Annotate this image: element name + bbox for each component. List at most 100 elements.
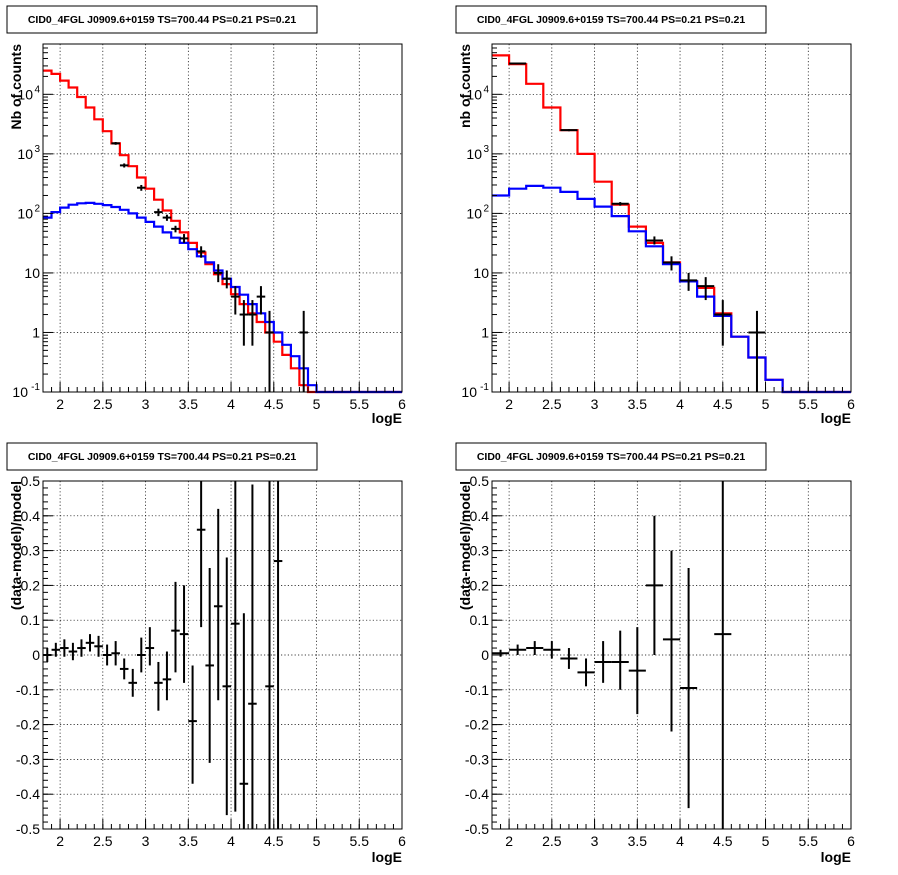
data-point: [154, 208, 163, 217]
y-tick-label: 10: [17, 205, 33, 221]
x-tick-label: 4: [676, 833, 684, 849]
data-point: [594, 641, 612, 683]
y-axis-label: (data-model)/model: [457, 481, 473, 610]
x-tick-label: 2: [505, 833, 513, 849]
title-box: [455, 442, 767, 471]
histogram-series-line: [43, 201, 402, 394]
y-tick-label: -0.3: [465, 751, 489, 767]
data-point: [697, 277, 715, 301]
data-points: [509, 62, 766, 392]
x-tick-label: 6: [847, 833, 855, 849]
data-point: [94, 635, 103, 657]
y-tick-label: -0.5: [465, 821, 489, 837]
data-points: [43, 481, 283, 829]
y-tick-exponent: 2: [483, 203, 489, 214]
y-tick-label: 0.5: [470, 473, 490, 489]
x-tick-label: 2: [56, 833, 64, 849]
data-point: [231, 286, 240, 315]
x-tick-label: 5: [762, 396, 770, 412]
x-tick-label: 5: [313, 396, 321, 412]
y-tick-exponent: 3: [34, 144, 40, 155]
x-tick-label: 4.5: [264, 396, 284, 412]
x-tick-label: 2: [505, 396, 513, 412]
x-tick-label: 3: [591, 396, 599, 412]
y-tick-label: 0: [481, 647, 489, 663]
y-tick-exponent: 2: [34, 203, 40, 214]
data-point: [111, 641, 120, 666]
y-tick-label: 0.3: [470, 543, 490, 559]
data-point: [137, 184, 146, 191]
data-point: [645, 515, 663, 655]
y-tick-label: -0.2: [465, 717, 489, 733]
data-point: [145, 627, 155, 666]
data-point: [577, 658, 595, 687]
data-point: [560, 129, 578, 132]
x-tick-label: 5: [762, 833, 770, 849]
y-tick-exponent: 4: [34, 84, 40, 95]
y-tick-label: 1: [32, 324, 40, 340]
data-point: [248, 300, 257, 346]
x-axis-label: logE: [372, 849, 402, 865]
data-point: [714, 300, 732, 346]
title-box: [6, 442, 318, 471]
data-point: [162, 651, 172, 701]
panel-title: CID0_4FGL J0909.6+0159 TS=700.44 PS=0.21…: [477, 451, 745, 463]
y-tick-label: 10: [12, 384, 28, 400]
data-point: [196, 481, 206, 628]
y-tick-label: 0.2: [470, 577, 490, 593]
data-point: [137, 637, 146, 673]
panel-top-left-counts: CID0_4FGL J0909.6+0159 TS=700.44 PS=0.21…: [6, 5, 406, 426]
panel-title: CID0_4FGL J0909.6+0159 TS=700.44 PS=0.21…: [477, 14, 745, 26]
data-point: [222, 557, 232, 816]
axes: 2 2.5 3 3.5 4 4.5 5 5.5 6 -0.5 -0.4 -0.3 -0.2 -0.1 0 0.…: [465, 473, 855, 849]
data-point: [248, 484, 257, 829]
data-point: [128, 668, 138, 697]
title-box: [6, 5, 318, 34]
x-tick-label: 2: [56, 396, 64, 412]
x-tick-label: 4.5: [713, 833, 733, 849]
data-point: [273, 481, 283, 829]
data-point: [111, 142, 120, 145]
y-tick-label: -0.4: [465, 786, 489, 802]
x-tick-label: 4.5: [713, 396, 733, 412]
data-point: [543, 641, 561, 659]
data-points: [111, 142, 308, 392]
y-axis-label: Nb of counts: [8, 44, 24, 130]
data-point: [213, 508, 223, 701]
y-tick-label: 10: [17, 146, 33, 162]
y-tick-exponent: 3: [483, 144, 489, 155]
x-axis-label: logE: [821, 849, 851, 865]
data-point: [231, 481, 240, 812]
y-tick-label: 0.3: [21, 543, 41, 559]
data-point: [748, 310, 766, 392]
data-point: [526, 641, 544, 655]
data-point: [154, 661, 163, 711]
x-tick-label: 4: [227, 396, 235, 412]
y-tick-label: 1: [481, 324, 489, 340]
data-point: [645, 236, 663, 245]
y-tick-exponent: -1: [480, 382, 489, 393]
data-point: [179, 234, 189, 243]
axes: 2 2.5 3 3.5 4 4.5 5 5.5 6 -0.5 -0.4 -0.3 -0.2 -0.1 0 0.…: [16, 473, 406, 849]
y-tick-label: 10: [461, 384, 477, 400]
y-tick-label: 0.1: [21, 612, 41, 628]
data-point: [509, 644, 527, 655]
y-axis-label: nb of counts: [457, 44, 473, 128]
x-tick-label: 3: [591, 833, 599, 849]
data-point: [171, 581, 180, 673]
x-tick-label: 4: [227, 833, 235, 849]
y-tick-label: 10: [466, 146, 482, 162]
x-tick-label: 6: [398, 833, 406, 849]
data-points: [492, 481, 732, 829]
data-point: [265, 310, 274, 392]
data-point: [205, 568, 214, 763]
data-point: [628, 627, 646, 715]
y-tick-label: 0.1: [470, 612, 490, 628]
data-point: [239, 300, 249, 346]
data-point: [611, 630, 629, 690]
x-tick-label: 3.5: [179, 833, 199, 849]
y-tick-label: -0.1: [16, 682, 40, 698]
